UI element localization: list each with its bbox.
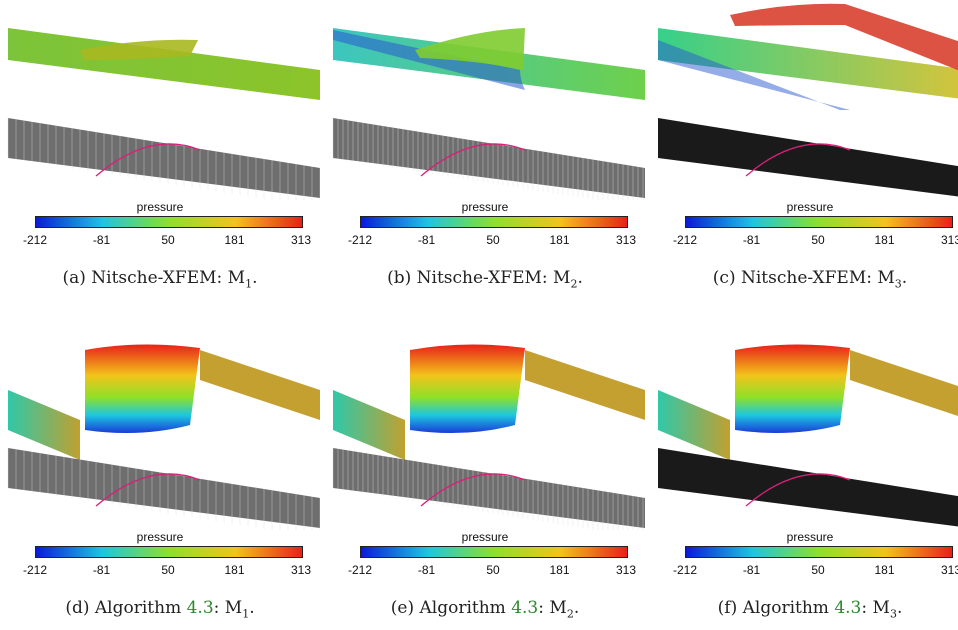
algorithm-reference-link[interactable]: 4.3 (511, 598, 539, 618)
colorbar-tick-label: -212 (672, 563, 698, 577)
colorbar-title: pressure (461, 200, 509, 214)
panel-caption: (e) Algorithm 4.3: M2. (390, 598, 580, 621)
colorbar (685, 216, 953, 228)
colorbar-tick-label: -81 (92, 233, 111, 247)
colorbar (360, 216, 628, 228)
colorbar-tick-label: 313 (615, 563, 637, 577)
colorbar-tick-label: 181 (874, 563, 895, 577)
colorbar-tick-label: 313 (940, 233, 958, 247)
colorbar-title: pressure (786, 530, 834, 544)
simulation-render (7, 28, 320, 200)
colorbar-tick-label: 181 (549, 563, 570, 577)
panel-d: pressure -212 -81 50 181 313 (d) Algorithm 4.3… (0, 330, 320, 630)
colorbar-title: pressure (786, 200, 834, 214)
colorbar (35, 546, 303, 558)
colorbar-tick-label: 313 (615, 233, 637, 247)
colorbar-tick-label: 181 (549, 233, 570, 247)
colorbar-tick-label: 313 (290, 233, 312, 247)
colorbar-tick-label: 50 (161, 233, 175, 247)
colorbar-title: pressure (461, 530, 509, 544)
colorbar-tick-label: -212 (22, 233, 48, 247)
colorbar-tick-label: -81 (417, 563, 436, 577)
simulation-render (658, 344, 958, 527)
panel-caption: (c) Nitsche-XFEM: M3. (712, 268, 908, 291)
colorbar-tick-label: -212 (22, 563, 48, 577)
colorbar-tick-label: -81 (742, 563, 761, 577)
colorbar-tick-label: 181 (224, 233, 245, 247)
panel-e: pressure -212 -81 50 181 313 (e) Algorithm 4.3… (325, 330, 645, 630)
colorbar-tick-label: 313 (940, 563, 958, 577)
colorbar-tick-label: -81 (417, 233, 436, 247)
simulation-render (7, 344, 320, 530)
panel-caption: (f) Algorithm 4.3: M3. (717, 598, 903, 621)
algorithm-reference-link[interactable]: 4.3 (186, 598, 214, 618)
panel-f: pressure -212 -81 50 181 313 (f) Algorithm 4.3… (650, 330, 958, 630)
colorbar-tick-label: 313 (290, 563, 312, 577)
colorbar-tick-label: 50 (486, 233, 500, 247)
colorbar-tick-label: -212 (347, 563, 373, 577)
colorbar-tick-label: 181 (874, 233, 895, 247)
simulation-render (658, 3, 958, 197)
colorbar-tick-label: -81 (742, 233, 761, 247)
panel-c: pressure -212 -81 50 181 313 (c) Nitsche-XFEM:… (650, 0, 958, 300)
panel-caption: (b) Nitsche-XFEM: M2. (387, 268, 583, 291)
simulation-render (332, 28, 645, 200)
colorbar-tick-label: -81 (92, 563, 111, 577)
simulation-render (332, 344, 645, 530)
colorbar-tick-label: -212 (347, 233, 373, 247)
algorithm-reference-link[interactable]: 4.3 (834, 598, 862, 618)
panel-a: pressure -212 -81 50 181 313 (a) Nitsche-XFEM:… (0, 0, 320, 300)
colorbar-tick-label: 50 (811, 563, 825, 577)
colorbar (35, 216, 303, 228)
panel-caption: (a) Nitsche-XFEM: M1. (62, 268, 258, 291)
colorbar (360, 546, 628, 558)
colorbar-title: pressure (136, 530, 184, 544)
colorbar-tick-label: 50 (811, 233, 825, 247)
panel-caption: (d) Algorithm 4.3: M1. (65, 598, 255, 621)
colorbar-tick-label: 50 (161, 563, 175, 577)
panel-b: pressure -212 -81 50 181 313 (b) Nitsche-XFEM:… (325, 0, 645, 300)
colorbar (685, 546, 953, 558)
colorbar-tick-label: 181 (224, 563, 245, 577)
colorbar-tick-label: -212 (672, 233, 698, 247)
colorbar-tick-label: 50 (486, 563, 500, 577)
colorbar-title: pressure (136, 200, 184, 214)
